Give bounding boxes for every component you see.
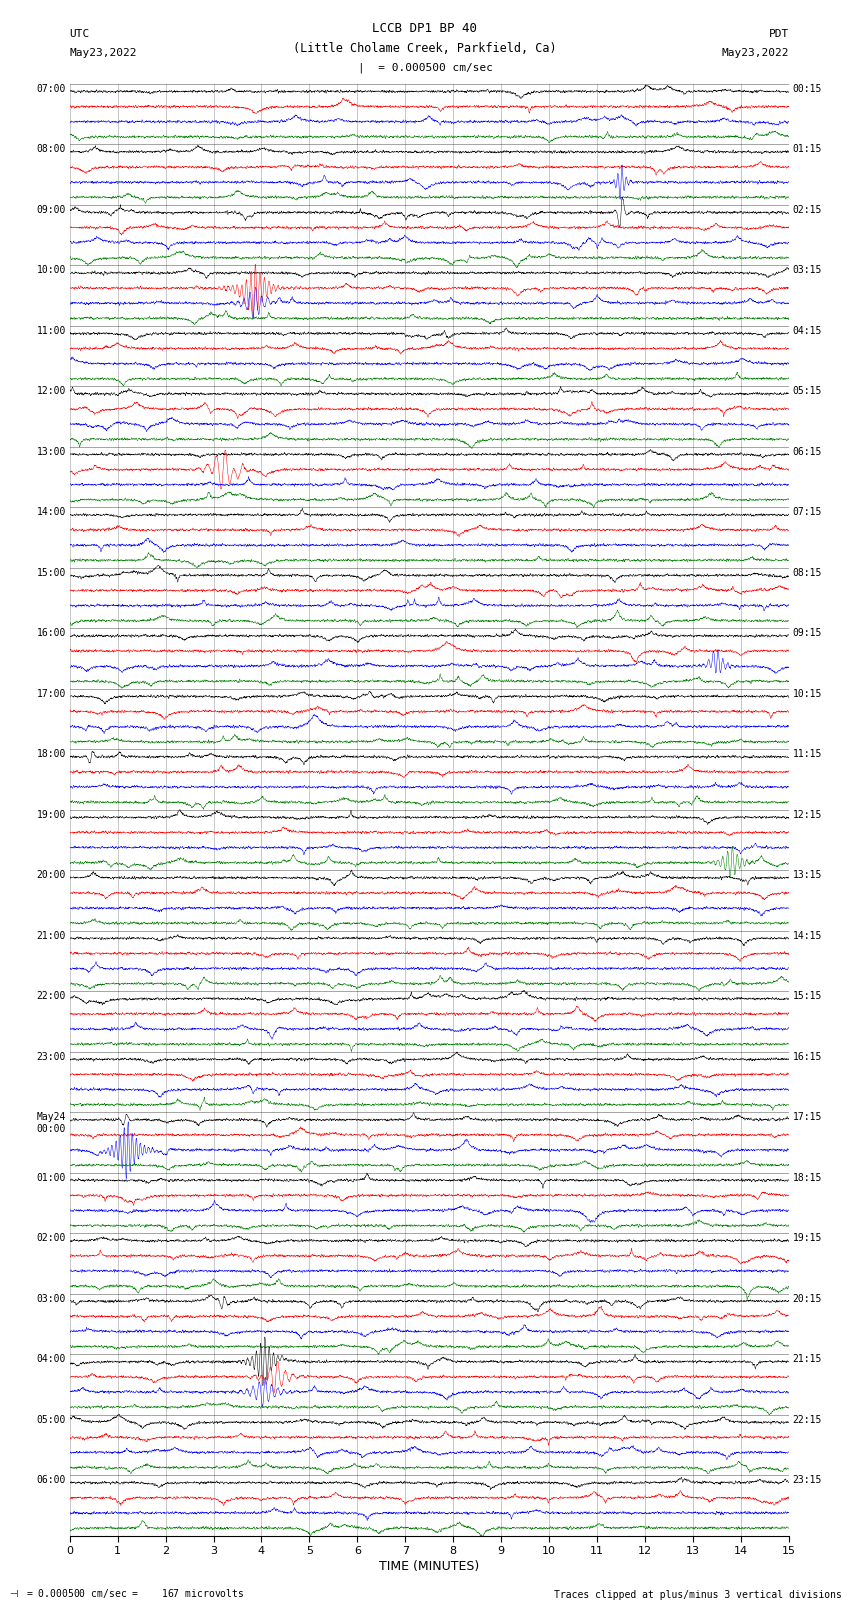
Text: 05:00: 05:00 [37, 1415, 66, 1424]
Text: 10:15: 10:15 [792, 689, 822, 698]
Text: 19:00: 19:00 [37, 810, 66, 819]
Text: 06:15: 06:15 [792, 447, 822, 456]
Text: 12:15: 12:15 [792, 810, 822, 819]
Text: 03:00: 03:00 [37, 1294, 66, 1303]
Text: 17:00: 17:00 [37, 689, 66, 698]
Text: LCCB DP1 BP 40: LCCB DP1 BP 40 [372, 23, 478, 35]
Text: 16:15: 16:15 [792, 1052, 822, 1061]
Text: 23:15: 23:15 [792, 1474, 822, 1486]
Text: 22:15: 22:15 [792, 1415, 822, 1424]
Text: 22:00: 22:00 [37, 990, 66, 1002]
Text: 13:00: 13:00 [37, 447, 66, 456]
Text: 14:00: 14:00 [37, 508, 66, 518]
Text: 20:15: 20:15 [792, 1294, 822, 1303]
Text: May23,2022: May23,2022 [70, 48, 137, 58]
Text: 05:15: 05:15 [792, 387, 822, 397]
Text: 19:15: 19:15 [792, 1232, 822, 1244]
Text: 18:15: 18:15 [792, 1173, 822, 1182]
Text: (Little Cholame Creek, Parkfield, Ca): (Little Cholame Creek, Parkfield, Ca) [293, 42, 557, 55]
Text: 14:15: 14:15 [792, 931, 822, 940]
Text: 04:00: 04:00 [37, 1355, 66, 1365]
Text: 13:15: 13:15 [792, 871, 822, 881]
Text: 07:15: 07:15 [792, 508, 822, 518]
Text: 09:00: 09:00 [37, 205, 66, 215]
Text: 06:00: 06:00 [37, 1474, 66, 1486]
Text: 17:15: 17:15 [792, 1113, 822, 1123]
Text: |  = 0.000500 cm/sec: | = 0.000500 cm/sec [358, 61, 492, 73]
Text: 16:00: 16:00 [37, 629, 66, 639]
Text: May24
00:00: May24 00:00 [37, 1113, 66, 1134]
Text: 07:00: 07:00 [37, 84, 66, 94]
Text: 01:00: 01:00 [37, 1173, 66, 1182]
Text: 11:15: 11:15 [792, 748, 822, 760]
Text: $\dashv$ = 0.000500 cm/sec =    167 microvolts: $\dashv$ = 0.000500 cm/sec = 167 microvo… [8, 1587, 245, 1600]
Text: 08:15: 08:15 [792, 568, 822, 577]
Text: Traces clipped at plus/minus 3 vertical divisions: Traces clipped at plus/minus 3 vertical … [553, 1590, 842, 1600]
Text: 08:00: 08:00 [37, 145, 66, 155]
Text: 23:00: 23:00 [37, 1052, 66, 1061]
Text: 10:00: 10:00 [37, 266, 66, 276]
Text: UTC: UTC [70, 29, 90, 39]
Text: May23,2022: May23,2022 [722, 48, 789, 58]
Text: 04:15: 04:15 [792, 326, 822, 336]
Text: 21:00: 21:00 [37, 931, 66, 940]
Text: 00:15: 00:15 [792, 84, 822, 94]
Text: 12:00: 12:00 [37, 387, 66, 397]
Text: 03:15: 03:15 [792, 266, 822, 276]
Text: 21:15: 21:15 [792, 1355, 822, 1365]
X-axis label: TIME (MINUTES): TIME (MINUTES) [379, 1560, 479, 1573]
Text: 11:00: 11:00 [37, 326, 66, 336]
Text: 09:15: 09:15 [792, 629, 822, 639]
Text: 15:15: 15:15 [792, 990, 822, 1002]
Text: PDT: PDT [768, 29, 789, 39]
Text: 18:00: 18:00 [37, 748, 66, 760]
Text: 20:00: 20:00 [37, 871, 66, 881]
Text: 15:00: 15:00 [37, 568, 66, 577]
Text: 02:15: 02:15 [792, 205, 822, 215]
Text: 01:15: 01:15 [792, 145, 822, 155]
Text: 02:00: 02:00 [37, 1232, 66, 1244]
